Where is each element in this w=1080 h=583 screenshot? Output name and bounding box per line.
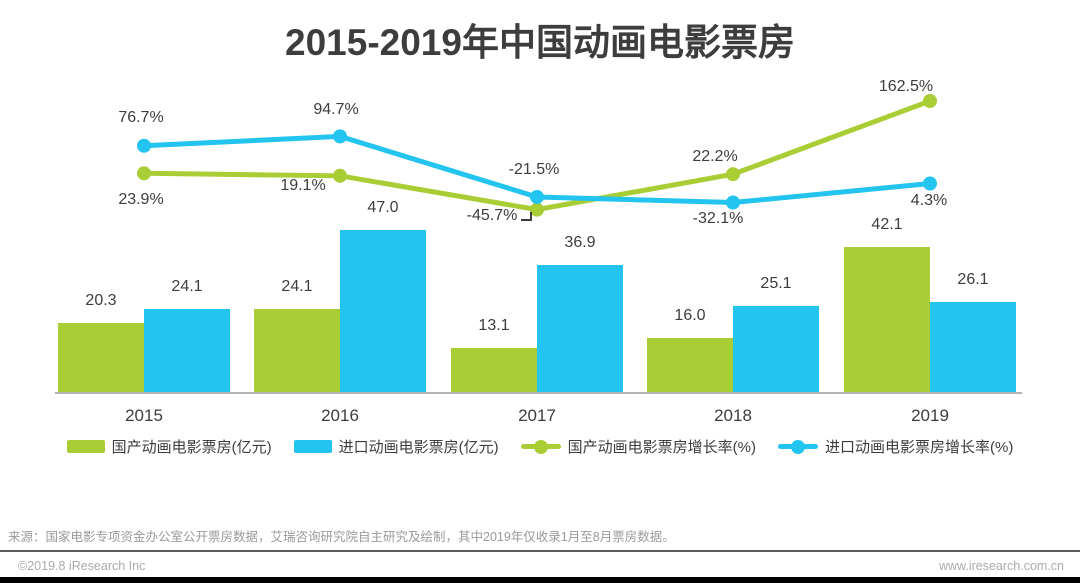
growth-lines-layer [137,94,937,221]
bar-value-label: 24.1 [171,278,203,296]
x-axis-line [55,392,1022,394]
imported-marker-2018 [726,195,740,210]
legend-label: 进口动画电影票房增长率(%) [825,439,1014,456]
legend-line-swatch [520,439,561,454]
domestic-marker-2019 [923,94,937,108]
x-axis-label-2016: 2016 [321,406,359,425]
growth-value-label: 94.7% [313,101,359,119]
growth-value-label: 162.5% [878,78,934,95]
legend-line-swatch [778,439,818,454]
bar-value-label: 24.1 [281,278,313,296]
bar-value-label: 20.3 [85,291,117,309]
bar-domestic-2019 [844,246,930,393]
legend-bar-swatch [293,440,332,453]
bar-domestic-2016 [254,309,340,393]
domestic-marker-2017 [530,202,544,217]
bar-imported-2016 [340,230,426,393]
x-axis-label-2019: 2019 [911,406,949,425]
legend-item-bar-domestic: 国产动画电影票房(亿元) [66,436,272,457]
legend-item-line-domestic: 国产动画电影票房增长率(%) [520,436,756,457]
imported-marker-2019 [923,176,937,191]
legend-item-line-imported: 进口动画电影票房增长率(%) [778,436,1013,457]
bar-value-label: 25.1 [760,274,792,292]
legend-line-dot [533,439,548,454]
x-axis-label-2018: 2018 [714,406,752,425]
imported-marker-2016 [333,129,347,144]
bar-value-label: 42.1 [871,215,903,233]
bar-value-label: 16.0 [674,306,706,324]
legend-label: 国产动画电影票房(亿元) [111,439,272,456]
copyright: ©2019.8 iResearch Inc [18,559,146,573]
bar-value-label: 13.1 [478,316,510,334]
legend-bar-swatch [66,440,105,453]
x-axis-label-2015: 2015 [125,406,163,425]
legend-line-dot [791,439,805,454]
growth-value-label: 76.7% [118,108,164,126]
legend: 国产动画电影票房(亿元) 进口动画电影票房(亿元) 国产动画电影票房增长率(%) 进口… [0,436,1080,457]
domestic-marker-2015 [137,166,151,181]
bar-imported-2015 [144,309,230,393]
callout-connector [521,212,532,221]
bar-domestic-2018 [647,337,733,393]
bar-domestic-2015 [58,322,144,393]
legend-label: 进口动画电影票房(亿元) [338,439,499,456]
growth-value-label: -32.1% [692,209,744,227]
growth-value-label: 4.3% [910,191,948,209]
growth-value-label: 19.1% [280,176,326,194]
source-note: 来源：国家电影专项资金办公室公开票房数据，艾瑞咨询研究院自主研究及绘制，其中20… [8,530,675,544]
growth-value-label: -45.7% [466,206,518,224]
growth-value-label: 22.2% [692,148,738,166]
legend-label: 国产动画电影票房增长率(%) [567,439,756,456]
bottom-bar [0,577,1080,583]
bar-imported-2018 [733,305,819,393]
bar-value-label: 47.0 [367,199,399,216]
growth-value-label: 23.9% [118,191,164,209]
legend-item-bar-imported: 进口动画电影票房(亿元) [293,436,499,457]
growth-value-label: -21.5% [508,160,560,178]
bar-value-label: 36.9 [564,234,596,252]
bar-domestic-2017 [451,347,537,393]
imported-marker-2015 [137,138,151,153]
imported-marker-2017 [530,189,544,204]
footer-divider [0,550,1080,552]
bar-imported-2017 [537,265,623,393]
chart-title: 2015-2019年中国动画电影票房 [285,22,795,63]
x-axis-label-2017: 2017 [518,406,556,425]
domestic-marker-2018 [726,167,740,182]
domestic-marker-2016 [333,168,347,183]
bar-imported-2019 [930,302,1016,393]
website: www.iresearch.com.cn [938,559,1064,573]
bar-value-label: 26.1 [957,271,989,289]
